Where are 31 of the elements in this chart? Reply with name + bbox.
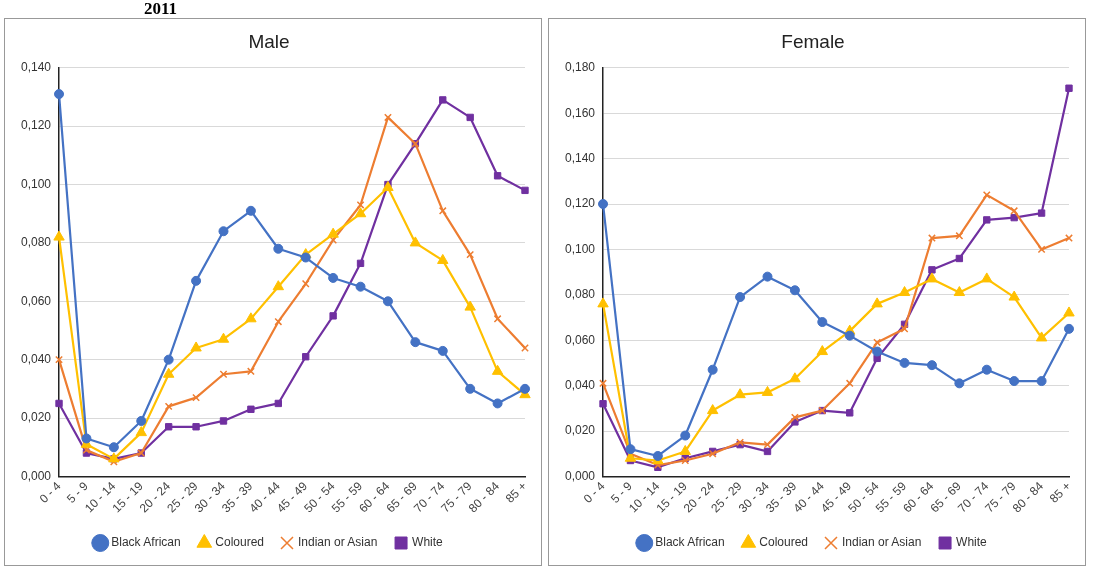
legend-label: Coloured [759, 535, 808, 550]
y-tick-label: 0,140 [565, 150, 596, 165]
x-tick-label: 85 + [502, 479, 530, 506]
legend-label: Black African [111, 535, 181, 550]
legend-label: White [956, 535, 988, 550]
y-tick-label: 0,060 [21, 293, 52, 308]
y-tick-label: 0,120 [21, 118, 52, 133]
legend-label: Black African [655, 535, 725, 550]
legend-label: Coloured [215, 535, 264, 550]
y-tick-label: 0,100 [565, 241, 596, 256]
y-tick-label: 0,080 [565, 287, 596, 302]
y-tick-label: 0,080 [21, 235, 52, 250]
y-tick-label: 0,000 [565, 468, 596, 483]
legend-label: Indian or Asian [298, 535, 378, 550]
text: 2011 [144, 0, 178, 18]
y-tick-label: 0,000 [21, 468, 52, 483]
y-tick-label: 0,140 [21, 60, 52, 75]
y-tick-label: 0,040 [565, 377, 596, 392]
x-tick-label: 85 + [1046, 479, 1074, 506]
y-tick-label: 0,100 [21, 176, 52, 191]
chart-title: Female [781, 30, 845, 52]
legend-label: White [412, 535, 444, 550]
y-tick-label: 0,020 [21, 410, 52, 425]
y-tick-label: 0,160 [565, 105, 596, 120]
y-tick-label: 0,060 [565, 332, 596, 347]
y-tick-label: 0,040 [21, 351, 52, 366]
y-tick-label: 0,180 [565, 60, 596, 75]
y-tick-label: 0,020 [565, 423, 596, 438]
legend-label: Indian or Asian [842, 535, 922, 550]
chart-title: Male [248, 30, 290, 52]
y-tick-label: 0,120 [565, 196, 596, 211]
